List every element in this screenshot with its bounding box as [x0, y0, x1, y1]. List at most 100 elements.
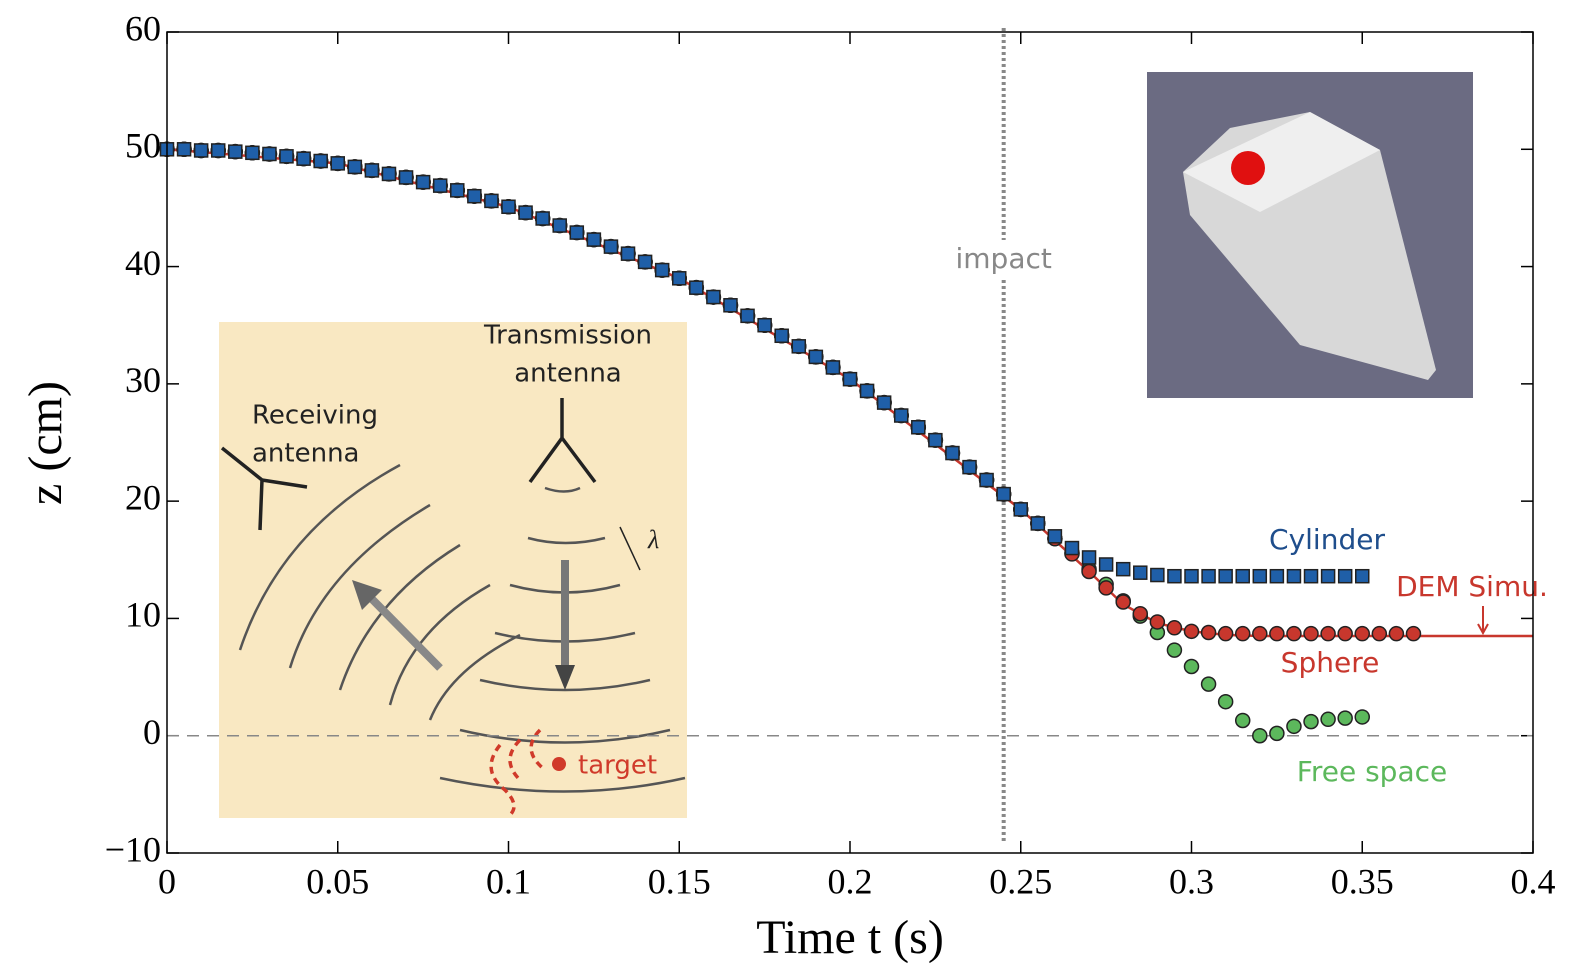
marker	[1235, 568, 1250, 584]
marker	[1115, 594, 1131, 610]
marker	[1286, 718, 1302, 735]
schematic-background	[219, 322, 687, 818]
marker	[620, 246, 636, 261]
x-tick-label: 0.2	[828, 861, 873, 901]
series-label: Free space	[1297, 755, 1447, 788]
impact-label-bg	[948, 240, 1059, 280]
marker	[996, 486, 1011, 502]
marker	[1355, 568, 1370, 584]
marker	[1013, 502, 1028, 517]
y-tick-label: 40	[125, 243, 161, 283]
marker	[876, 395, 892, 410]
x-tick-label: 0.3	[1169, 861, 1214, 901]
impact-label: impact	[955, 242, 1051, 275]
marker	[757, 317, 772, 333]
x-tick-label: 0.25	[989, 861, 1052, 901]
series-label: Cylinder	[1269, 523, 1385, 556]
marker	[193, 143, 209, 158]
marker	[1405, 625, 1422, 642]
marker	[1166, 642, 1183, 658]
marker	[1337, 710, 1353, 726]
waves	[238, 463, 686, 793]
marker	[1201, 568, 1216, 584]
marker	[1303, 713, 1319, 730]
marker	[569, 225, 585, 240]
x-tick-label: 0.15	[648, 861, 711, 901]
marker	[467, 188, 482, 204]
schematic-label: target	[578, 751, 657, 781]
marker	[1064, 540, 1080, 556]
schematic-label: Receiving	[252, 401, 378, 431]
marker	[1269, 625, 1285, 642]
marker	[1388, 625, 1405, 642]
marker	[450, 183, 465, 198]
marker	[1081, 563, 1097, 580]
marker	[364, 163, 380, 178]
marker	[1200, 624, 1217, 641]
marker	[825, 360, 841, 375]
marker	[637, 254, 653, 270]
marker	[1218, 568, 1233, 584]
marker	[1115, 561, 1131, 577]
marker	[279, 149, 294, 164]
marker	[1217, 693, 1234, 710]
x-axis-label: Time t (s)	[756, 911, 944, 964]
target-dot	[552, 757, 566, 771]
marker	[1234, 625, 1251, 642]
marker	[1354, 709, 1370, 725]
marker	[484, 193, 499, 209]
y-tick-label: 60	[125, 8, 161, 48]
marker	[176, 142, 192, 157]
marker	[1371, 625, 1388, 642]
y-tick-label: 0	[143, 712, 161, 752]
marker	[415, 174, 431, 190]
marker	[330, 156, 345, 171]
marker	[228, 144, 243, 159]
marker	[1269, 725, 1285, 742]
marker	[1167, 568, 1182, 584]
marker	[1150, 567, 1165, 583]
x-tick-label: 0.35	[1331, 861, 1394, 901]
marker	[501, 199, 516, 215]
marker	[603, 239, 619, 254]
marker	[1183, 658, 1200, 675]
marker	[1269, 568, 1285, 584]
marker	[347, 159, 363, 175]
schematic-label: antenna	[252, 439, 360, 469]
marker	[1252, 727, 1268, 744]
marker	[1217, 625, 1234, 642]
x-tick-label: 0.1	[486, 861, 531, 901]
target-shape	[489, 728, 547, 817]
marker	[1098, 580, 1114, 596]
granular-top	[1183, 112, 1380, 212]
y-tick-label: 20	[125, 477, 161, 517]
marker	[859, 383, 875, 399]
label-arrow	[1477, 606, 1489, 636]
marker	[1030, 516, 1046, 531]
marker	[313, 153, 328, 169]
simulation-inset	[1147, 72, 1473, 398]
schematic-label: Transmission	[483, 321, 652, 351]
marker	[245, 145, 260, 161]
y-tick-label: 30	[125, 360, 161, 400]
marker	[706, 289, 721, 305]
marker	[911, 420, 926, 435]
series-label: DEM Simu.	[1396, 570, 1548, 603]
marker	[1354, 625, 1370, 642]
marker	[808, 349, 824, 365]
marker	[1133, 565, 1148, 580]
x-tick-label: 0.4	[1511, 861, 1556, 901]
marker	[928, 432, 943, 448]
arrow	[362, 589, 443, 671]
marker	[1320, 625, 1336, 642]
marker	[552, 218, 567, 233]
marker	[432, 178, 448, 193]
marker	[262, 146, 277, 162]
marker	[672, 271, 687, 286]
marker	[1320, 711, 1336, 728]
marker	[1303, 625, 1319, 642]
marker	[1132, 605, 1149, 622]
marker	[893, 408, 909, 423]
marker	[723, 298, 738, 313]
